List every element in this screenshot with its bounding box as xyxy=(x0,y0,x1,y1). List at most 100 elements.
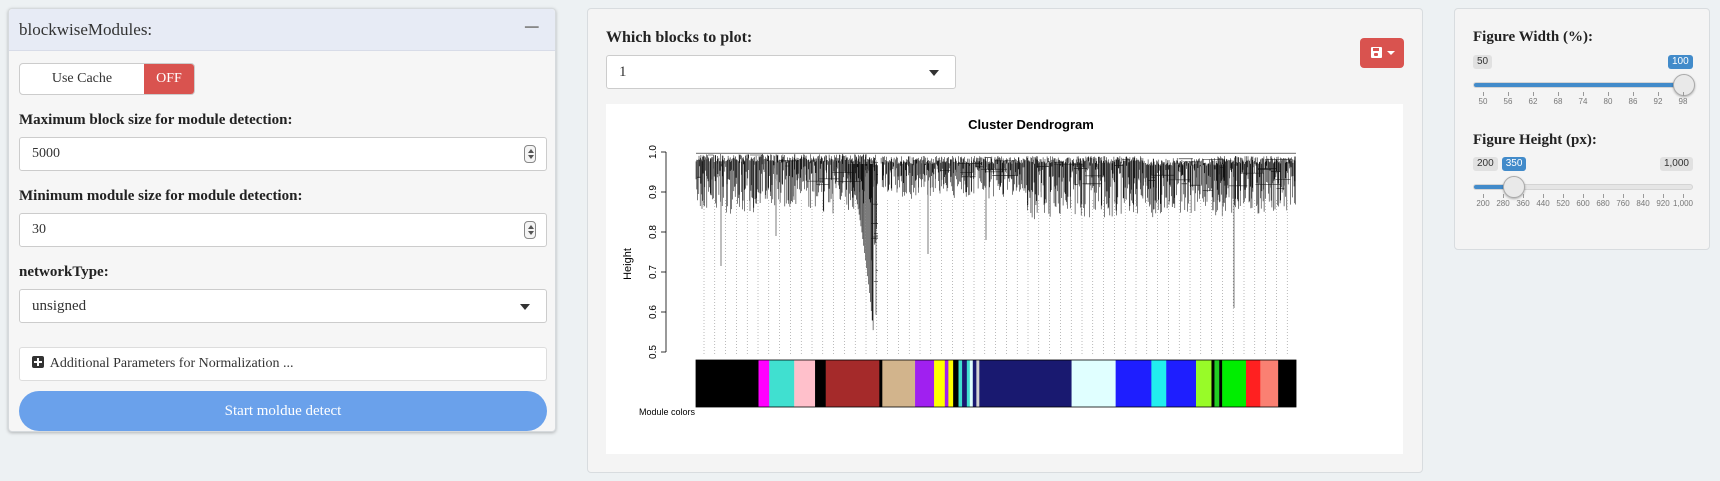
slider-tick xyxy=(1503,194,1504,198)
figure-size-panel: Figure Width (%): 50 100 50 56 62 68 74 80 86 9… xyxy=(1454,8,1710,250)
module-color-segment xyxy=(815,360,826,407)
slider-tick-label: 360 xyxy=(1516,199,1530,208)
slider-tick-label: 68 xyxy=(1553,97,1563,106)
slider-tick xyxy=(1633,92,1634,96)
network-type-select[interactable]: unsigned xyxy=(19,289,547,323)
module-color-segment xyxy=(944,360,949,407)
slider-tick-label: 840 xyxy=(1636,199,1650,208)
cluster-dendrogram-plot: Cluster Dendrogram Height Module colors … xyxy=(606,104,1403,454)
module-color-segment xyxy=(1166,360,1197,407)
slider-tick-label: 86 xyxy=(1628,97,1638,106)
module-color-segment xyxy=(1088,360,1116,407)
module-color-segment xyxy=(1115,360,1152,407)
max-block-size-stepper[interactable] xyxy=(524,145,536,163)
slider-tick-label: 50 xyxy=(1478,97,1488,106)
slider-tick xyxy=(1658,92,1659,96)
panel-title: blockwiseModules: xyxy=(19,20,153,39)
min-module-size-stepper[interactable] xyxy=(524,221,536,239)
slider-tick xyxy=(1663,194,1664,198)
slider-value-label: 350 xyxy=(1501,157,1527,171)
module-color-segment xyxy=(1222,360,1247,407)
module-color-segment xyxy=(696,360,759,407)
dendrogram-branch-lines xyxy=(695,152,1296,331)
use-cache-state[interactable]: OFF xyxy=(144,64,194,94)
slider-tick-label: 600 xyxy=(1576,199,1590,208)
y-axis: 0.5 0.6 0.7 0.8 0.9 1.0 xyxy=(648,145,667,359)
slider-tick-label: 760 xyxy=(1616,199,1630,208)
slider-tick xyxy=(1623,194,1624,198)
module-color-segment xyxy=(1246,360,1261,407)
slider-tick xyxy=(1533,92,1534,96)
dendrogram-branches xyxy=(695,152,1296,356)
slider-tick-label: 920 xyxy=(1656,199,1670,208)
collapse-icon[interactable]: − xyxy=(522,15,541,40)
slider-handle[interactable] xyxy=(1673,74,1695,96)
module-color-segment xyxy=(1278,360,1297,407)
chevron-down-icon xyxy=(929,70,939,76)
y-tick-label: 0.8 xyxy=(648,225,659,239)
module-color-segment xyxy=(1196,360,1212,407)
slider-handle[interactable] xyxy=(1503,176,1526,198)
slider-tick-label: 92 xyxy=(1653,97,1663,106)
slider-tick xyxy=(1543,194,1544,198)
chart-title: Cluster Dendrogram xyxy=(968,117,1094,132)
slider-tick-label: 440 xyxy=(1536,199,1550,208)
slider-tick xyxy=(1603,194,1604,198)
slider-tick-label: 62 xyxy=(1528,97,1538,106)
use-cache-label: Use Cache xyxy=(51,71,113,86)
min-module-size-value: 30 xyxy=(32,222,46,237)
slider-min-label: 50 xyxy=(1473,55,1493,69)
additional-parameters-label: Additional Parameters for Normalization … xyxy=(49,356,294,371)
blockwise-modules-panel: blockwiseModules: − Use Cache OFF Maximu… xyxy=(8,8,556,432)
module-color-segment xyxy=(879,360,883,407)
figure-width-slider[interactable]: 50 100 50 56 62 68 74 80 86 92 98 xyxy=(1473,55,1695,106)
module-color-segment xyxy=(794,360,816,407)
slider-ticks: 50 56 62 68 74 80 86 92 98 xyxy=(1473,92,1693,106)
module-color-segment xyxy=(976,360,980,407)
module-color-segment xyxy=(769,360,795,407)
min-module-size-input[interactable]: 30 xyxy=(19,213,547,247)
blocks-to-plot-label: Which blocks to plot: xyxy=(606,29,753,46)
module-color-segment xyxy=(1211,360,1215,407)
slider-track[interactable] xyxy=(1473,184,1693,190)
panel-header[interactable]: blockwiseModules: − xyxy=(9,9,555,51)
start-module-detect-button[interactable]: Start moldue detect xyxy=(19,391,547,431)
leaf-guide-lines xyxy=(703,200,1288,356)
dendrogram-svg: Cluster Dendrogram Height Module colors … xyxy=(622,117,1297,417)
module-color-segment xyxy=(979,360,1072,407)
slider-tick xyxy=(1483,194,1484,198)
module-color-bar xyxy=(695,359,1297,408)
slider-tick xyxy=(1583,194,1584,198)
slider-tick-label: 520 xyxy=(1556,199,1570,208)
slider-value-label: 100 xyxy=(1668,55,1693,69)
y-tick-label: 0.6 xyxy=(648,305,659,319)
y-tick-label: 0.9 xyxy=(648,185,659,199)
network-type-label: networkType: xyxy=(19,264,109,280)
figure-height-label: Figure Height (px): xyxy=(1473,132,1597,148)
module-color-segment xyxy=(1071,360,1089,407)
module-color-segment xyxy=(1214,360,1220,407)
module-color-segment xyxy=(825,360,880,407)
blocks-to-plot-select[interactable]: 1 xyxy=(606,55,956,89)
slider-tick-label: 74 xyxy=(1578,97,1588,106)
module-color-segment xyxy=(958,360,963,407)
module-color-segment xyxy=(1219,360,1223,407)
slider-tick xyxy=(1683,194,1684,198)
slider-tick xyxy=(1558,92,1559,96)
module-color-frame xyxy=(695,359,1297,408)
slider-track[interactable] xyxy=(1473,82,1694,88)
slider-fill xyxy=(1474,83,1694,87)
save-plot-button[interactable] xyxy=(1360,38,1404,68)
slider-tick xyxy=(1523,194,1524,198)
y-tick-label: 0.7 xyxy=(648,265,659,279)
max-block-size-value: 5000 xyxy=(32,146,60,161)
use-cache-toggle[interactable]: Use Cache OFF xyxy=(19,63,195,95)
y-tick-label: 1.0 xyxy=(648,145,659,159)
figure-height-slider[interactable]: 200 1,000 350 200 280 360 440 520 600 680 760 84… xyxy=(1473,157,1693,208)
slider-tick xyxy=(1508,92,1509,96)
additional-parameters-toggle[interactable]: Additional Parameters for Normalization … xyxy=(19,347,547,381)
max-block-size-input[interactable]: 5000 xyxy=(19,137,547,171)
slider-tick xyxy=(1643,194,1644,198)
slider-tick-label: 680 xyxy=(1596,199,1610,208)
plot-panel: Which blocks to plot: 1 Cluster Dendrogr… xyxy=(587,8,1423,473)
